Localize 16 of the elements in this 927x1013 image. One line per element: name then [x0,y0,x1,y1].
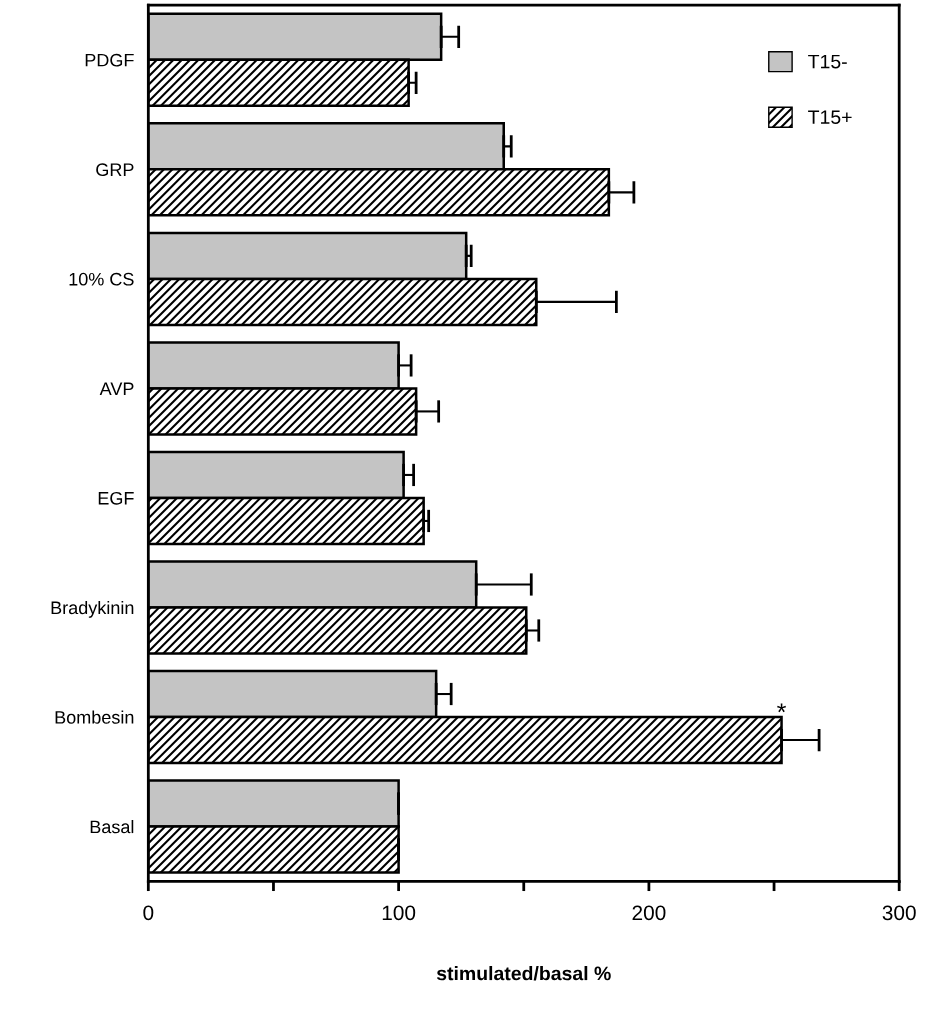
legend-label: T15+ [808,110,852,125]
y-tick-label: PDGF [85,53,134,67]
y-tick-label: Basal [90,820,134,834]
x-tick-label: 0 [143,905,154,921]
y-tick-label: GRP [96,163,134,177]
y-tick-label: EGF [98,491,134,505]
x-tick-label: 200 [632,905,666,921]
y-tick-label: AVP [99,382,134,395]
x-tick-label: 100 [382,905,416,921]
x-tick-label: 300 [882,905,916,921]
legend-label: T15- [808,54,847,69]
x-axis-title: stimulated/basal % [436,966,611,981]
y-tick-label: Bradykinin [51,600,134,618]
y-tick-label: Bombesin [55,710,134,724]
y-tick-label: 10% CS [69,272,134,286]
annotation: * [777,703,787,713]
